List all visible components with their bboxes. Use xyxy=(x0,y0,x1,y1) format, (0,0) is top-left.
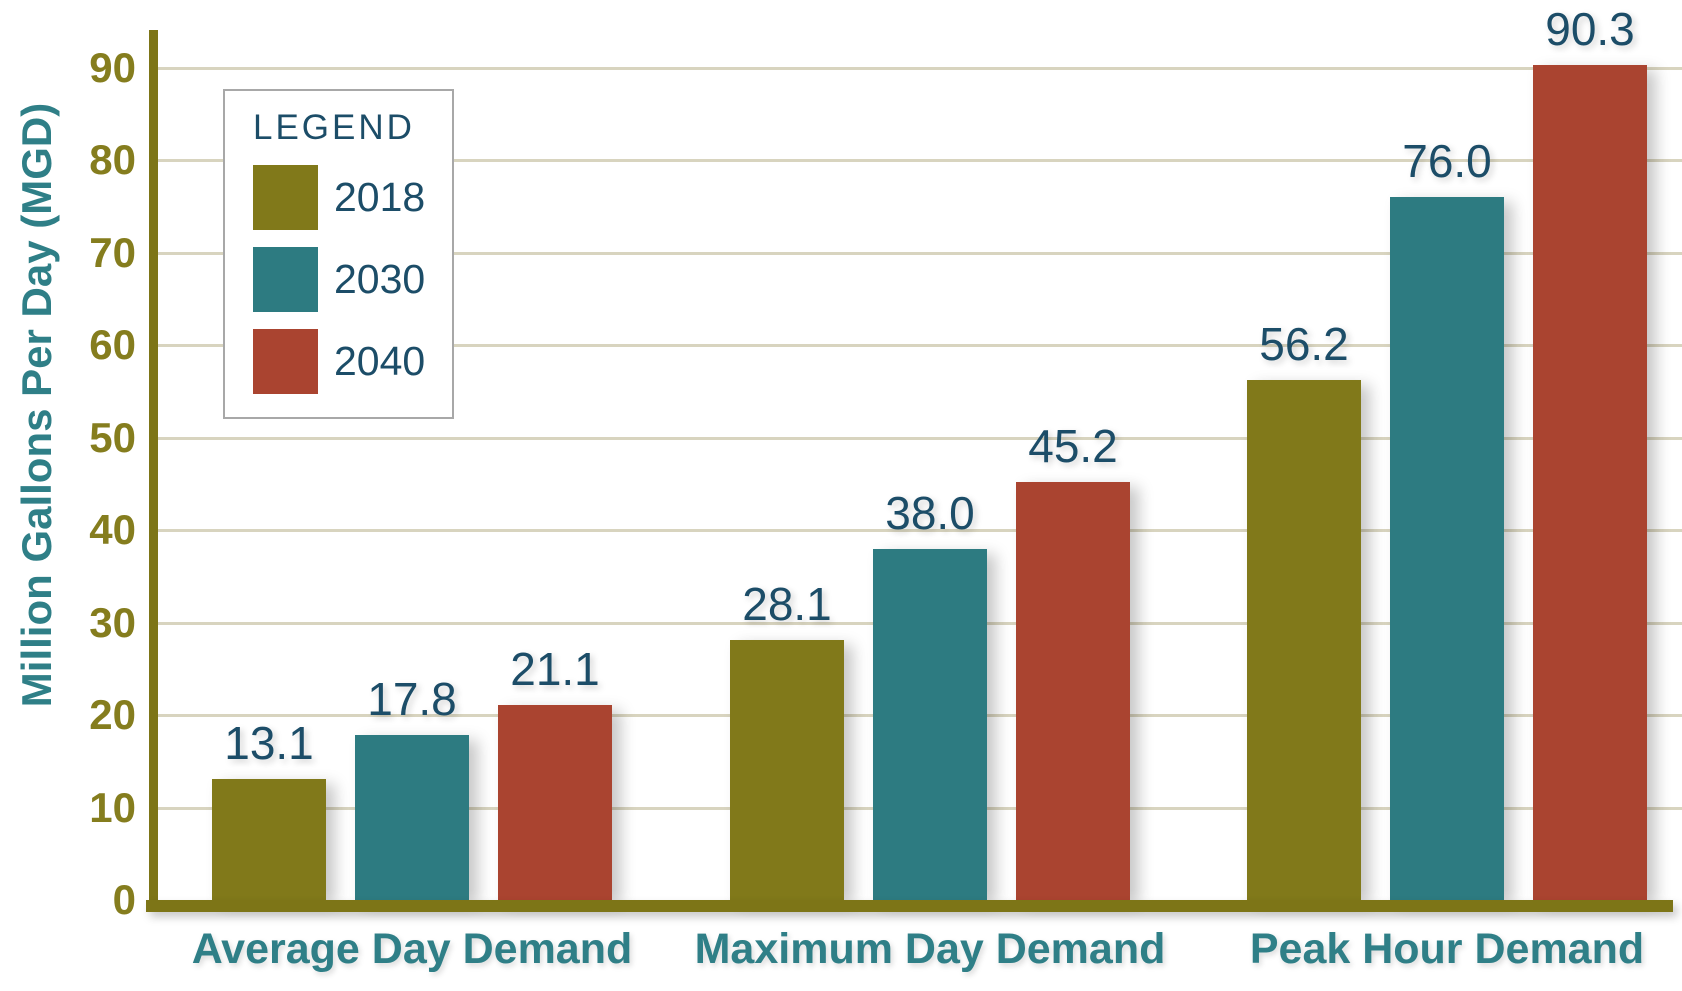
gridline xyxy=(158,251,1682,255)
gridline xyxy=(158,159,1682,163)
bar-2030-2 xyxy=(1390,197,1504,900)
category-label-1: Maximum Day Demand xyxy=(694,925,1166,973)
legend-item-2030: 2030 xyxy=(253,246,452,312)
gridline xyxy=(158,344,1682,348)
y-tick-label: 50 xyxy=(89,413,136,461)
bar-value-label: 17.8 xyxy=(367,673,457,726)
legend-swatch-2040 xyxy=(253,328,318,394)
y-tick-label: 70 xyxy=(89,228,136,276)
legend: LEGEND 2018 2030 2040 xyxy=(223,89,454,419)
bar-value-label: 28.1 xyxy=(742,578,832,631)
bar-value-label: 90.3 xyxy=(1545,3,1635,56)
y-tick-label: 90 xyxy=(89,44,136,91)
bar-2018-2 xyxy=(1247,380,1361,900)
bar-value-label: 13.1 xyxy=(224,716,314,769)
y-tick-label: 30 xyxy=(89,598,136,646)
y-tick-label: 10 xyxy=(89,783,136,831)
y-tick-label: 20 xyxy=(89,691,136,739)
bar-2018-0 xyxy=(212,778,326,900)
legend-title: LEGEND xyxy=(253,108,415,147)
legend-swatch-2018 xyxy=(253,164,318,230)
y-tick-label: 40 xyxy=(89,506,136,554)
legend-label-2040: 2040 xyxy=(334,337,426,384)
y-tick-label: 0 xyxy=(112,876,136,923)
bar-2030-0 xyxy=(355,735,469,900)
y-tick-label: 80 xyxy=(89,136,136,184)
y-axis-line xyxy=(149,30,158,912)
legend-swatch-2030 xyxy=(253,246,318,312)
category-label-2: Peak Hour Demand xyxy=(1249,925,1645,973)
legend-item-2040: 2040 xyxy=(253,328,452,394)
legend-label-2018: 2018 xyxy=(334,173,426,220)
x-axis-line xyxy=(146,900,1673,912)
bar-2040-1 xyxy=(1016,482,1130,900)
category-label-0: Average Day Demand xyxy=(191,925,633,973)
y-tick-label: 60 xyxy=(89,321,136,369)
gridline xyxy=(158,436,1682,440)
gridline xyxy=(158,529,1682,533)
bar-2030-1 xyxy=(873,548,987,900)
bar-value-label: 38.0 xyxy=(885,486,975,539)
bar-2018-1 xyxy=(730,640,844,900)
gridline xyxy=(158,67,1682,70)
bar-value-label: 21.1 xyxy=(510,642,600,695)
bar-value-label: 56.2 xyxy=(1259,318,1349,371)
bar-2040-0 xyxy=(498,704,612,900)
bar-value-label: 76.0 xyxy=(1402,135,1492,188)
legend-label-2030: 2030 xyxy=(334,255,426,302)
bar-2040-2 xyxy=(1533,65,1647,900)
bar-value-label: 45.2 xyxy=(1028,420,1118,473)
legend-item-2018: 2018 xyxy=(253,164,452,230)
